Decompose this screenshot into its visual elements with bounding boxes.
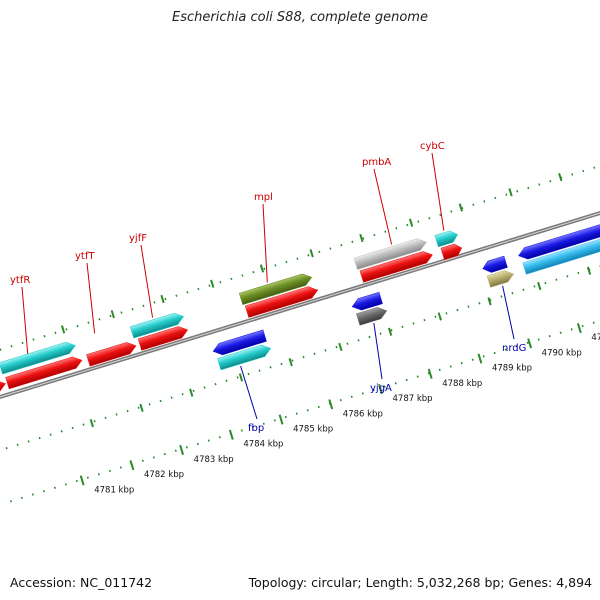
gene-feature-arrow[interactable] <box>440 242 464 260</box>
gene-label-mpl: mpl <box>254 192 273 203</box>
ruler-tick <box>228 429 234 440</box>
outer-tick <box>408 218 414 227</box>
inner-tick <box>238 373 244 382</box>
gene-features[interactable] <box>0 219 600 402</box>
track-guide-line <box>9 319 600 503</box>
ruler-tick-label: 4789 kbp <box>492 364 532 374</box>
inner-tick <box>387 327 393 336</box>
outer-tick <box>60 325 66 334</box>
ruler-tick-label: 4783 kbp <box>194 455 234 465</box>
gene-label-cybC: cybC <box>420 141 445 152</box>
inner-tick <box>487 297 492 306</box>
gene-feature-arrow[interactable] <box>517 219 600 261</box>
ruler-tick <box>527 338 533 349</box>
gene-feature-arrow[interactable] <box>522 234 600 275</box>
gene-label-yjfF: yjfF <box>129 233 147 244</box>
gene-feature-arrow[interactable] <box>434 229 460 248</box>
outer-tick <box>110 310 115 319</box>
gene-feature-arrow[interactable] <box>350 291 383 312</box>
gene-feature-arrow[interactable] <box>238 272 313 306</box>
gene-feature-arrow[interactable] <box>217 343 272 371</box>
gene-feature-arrow[interactable] <box>481 255 508 275</box>
ruler-tick-label: 4791 kbp <box>591 333 600 343</box>
outer-tick <box>259 264 265 273</box>
gene-label-leader <box>373 323 383 380</box>
ruler-tick <box>477 353 483 364</box>
genome-backbone <box>0 210 600 400</box>
gene-label-leader <box>373 168 393 245</box>
inner-tick <box>437 312 442 321</box>
ruler-tick-label: 4788 kbp <box>442 379 482 389</box>
ruler-tick-label: 4786 kbp <box>343 409 383 419</box>
ruler-tick-label: 4784 kbp <box>243 440 283 450</box>
ruler-tick <box>378 383 383 395</box>
gene-label-leader <box>240 365 258 420</box>
inner-tick <box>189 388 194 397</box>
gene-label-leader <box>86 262 96 334</box>
gene-label-leader <box>431 152 445 231</box>
ruler-tick <box>328 399 334 410</box>
ruler-tick <box>576 323 582 334</box>
gene-label-leader <box>140 244 154 318</box>
outer-tick <box>359 233 364 243</box>
gene-feature-arrow[interactable] <box>129 311 185 339</box>
coordinate-ruler: 4781 kbp 4782 kbp 4783 kbp 4784 kbp 4785 kbp… <box>60 172 600 495</box>
ruler-tick-label: 4787 kbp <box>393 394 433 404</box>
page-title: Escherichia coli S88, complete genome <box>172 10 428 25</box>
ruler-tick <box>129 460 135 471</box>
gene-feature-arrow[interactable] <box>5 355 84 390</box>
gene-feature-arrow[interactable] <box>137 324 189 351</box>
gene-feature-arrow[interactable] <box>356 305 388 326</box>
gene-feature-arrow[interactable] <box>486 268 515 288</box>
gene-feature-arrow[interactable] <box>244 284 319 318</box>
gene-label-nrdG: nrdG <box>502 343 526 354</box>
gene-feature-arrow[interactable] <box>359 249 434 283</box>
ruler-tick-label: 4781 kbp <box>94 485 134 495</box>
gene-feature-arrow[interactable] <box>0 378 7 402</box>
outer-tick <box>160 294 165 304</box>
gene-label-ytfT: ytfT <box>75 251 95 262</box>
ruler-tick <box>179 444 185 456</box>
outer-tick <box>508 188 513 197</box>
inner-tick <box>139 403 144 412</box>
ruler-tick-label: 4782 kbp <box>144 470 184 480</box>
track-guides <box>0 164 600 503</box>
inner-tick <box>89 418 94 428</box>
gene-feature-arrow[interactable] <box>211 329 267 357</box>
gene-label-leader <box>262 203 268 283</box>
gene-label-leader <box>21 286 29 354</box>
ruler-tick <box>278 414 284 425</box>
outer-tick <box>309 249 314 258</box>
outer-tick <box>458 203 463 212</box>
genome-summary-text: Topology: circular; Length: 5,032,268 bp… <box>248 575 592 590</box>
gene-label-pmbA: pmbA <box>362 157 391 168</box>
inner-tick <box>338 342 343 352</box>
ruler-tick-label: 4790 kbp <box>542 348 582 358</box>
gene-feature-arrow[interactable] <box>0 340 77 375</box>
gene-labels: ytfR ytfT yjfF mpl pmbA cybC fbp yjgA nrdG <box>10 141 526 434</box>
inner-tick <box>537 281 542 291</box>
gene-label-yjgA: yjgA <box>370 383 392 394</box>
ruler-tick <box>427 368 433 379</box>
gene-label-fbp: fbp <box>248 423 264 434</box>
outer-tick <box>558 172 563 182</box>
ruler-tick-label: 4785 kbp <box>293 425 333 435</box>
accession-text: Accession: NC_011742 <box>10 575 153 590</box>
gene-feature-arrow[interactable] <box>86 340 138 367</box>
inner-tick <box>288 358 293 367</box>
ruler-tick <box>79 475 85 486</box>
gene-feature-arrow[interactable] <box>353 236 428 270</box>
label-leader-lines <box>21 152 515 420</box>
gene-label-ytfR: ytfR <box>10 275 30 286</box>
inner-tick <box>586 266 592 275</box>
gene-label-leader <box>502 285 515 340</box>
outer-tick <box>210 279 215 288</box>
